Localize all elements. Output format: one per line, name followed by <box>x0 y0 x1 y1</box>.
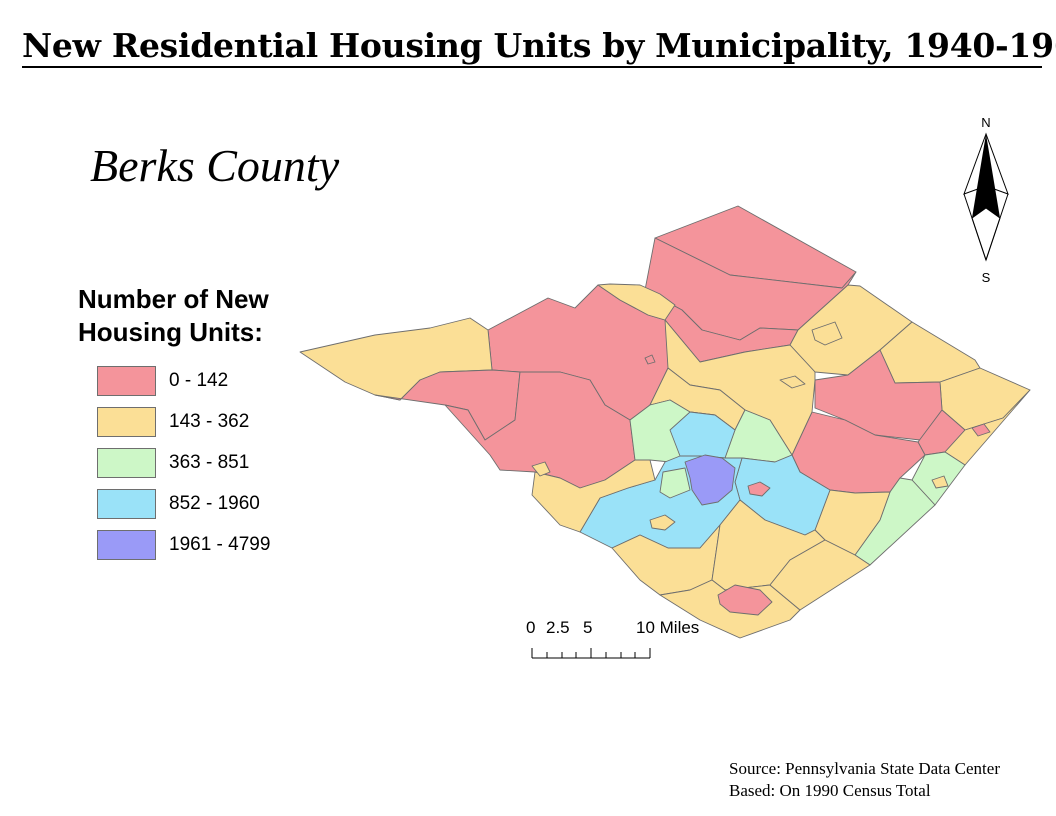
city-reading <box>684 454 736 506</box>
borough-enclave-north <box>644 354 656 365</box>
legend-title-line2: Housing Units: <box>78 317 263 347</box>
scale-label: 2.5 <box>546 618 570 637</box>
legend-title-line1: Number of New <box>78 284 269 314</box>
legend-label: 363 - 851 <box>169 452 250 473</box>
legend-swatch <box>97 366 156 396</box>
legend-label: 1961 - 4799 <box>169 534 271 555</box>
source-note: Source: Pennsylvania State Data Center B… <box>729 758 1000 802</box>
municipality-north-yellow <box>597 283 676 321</box>
legend-title: Number of New Housing Units: <box>78 283 338 349</box>
legend-swatch <box>97 530 156 560</box>
source-basis-line: Based: On 1990 Census Total <box>729 781 931 800</box>
scale-label: 10 Miles <box>636 618 700 637</box>
borough-enclave-sw <box>649 514 676 531</box>
borough-enclave-east <box>747 481 771 497</box>
borough-enclave-ne <box>811 321 843 346</box>
scale-bar-ticks <box>531 648 651 659</box>
borough-enclave-west <box>531 461 551 477</box>
borough-enclave-east-green <box>931 475 949 489</box>
legend-swatch <box>97 489 156 519</box>
north-arrow-icon: N S <box>963 115 1009 285</box>
legend-label: 143 - 362 <box>169 411 250 432</box>
scale-label: 5 <box>583 618 593 637</box>
legend-label: 0 - 142 <box>169 370 229 391</box>
north-label: N <box>981 115 990 130</box>
south-label: S <box>982 270 991 285</box>
legend-swatch <box>97 407 156 437</box>
scale-bar: 0 2.5 5 10 Miles <box>522 616 699 662</box>
borough-enclave-south <box>717 584 773 616</box>
municipality-green-inner <box>659 467 691 499</box>
municipality-southwest-yellow <box>531 459 656 533</box>
source-line: Source: Pennsylvania State Data Center <box>729 759 1000 778</box>
legend-swatch <box>97 448 156 478</box>
borough-enclave-far-east <box>971 423 991 437</box>
municipality-east-yellow-a <box>944 389 1031 466</box>
scale-label: 0 <box>526 618 536 637</box>
borough-enclave-central <box>779 375 806 389</box>
map-title: New Residential Housing Units by Municip… <box>22 26 1056 68</box>
legend-label: 852 - 1960 <box>169 493 260 514</box>
county-subtitle: Berks County <box>90 140 340 191</box>
municipality-south-yellow-d <box>769 539 871 611</box>
